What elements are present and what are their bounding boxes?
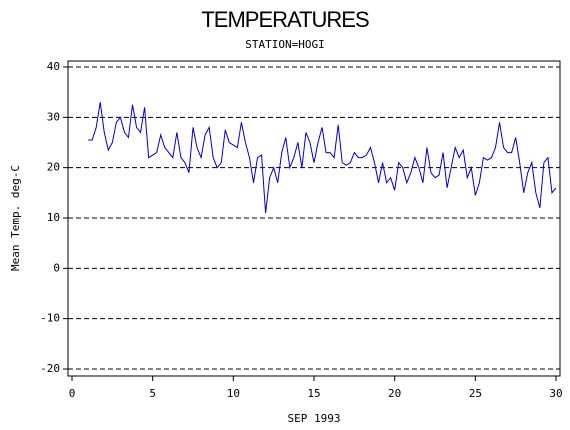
y-tick-label: 40 — [47, 60, 60, 73]
x-tick-label: 20 — [388, 387, 401, 400]
y-tick-label: -20 — [40, 362, 60, 375]
y-tick-label: -10 — [40, 312, 60, 325]
y-tick-label: 30 — [47, 110, 60, 123]
x-tick-label: 25 — [469, 387, 482, 400]
y-tick-label: 10 — [47, 211, 60, 224]
x-tick-label: 30 — [549, 387, 562, 400]
chart-title: TEMPERATURES — [201, 7, 369, 32]
chart-subtitle: STATION=HOGI — [245, 38, 324, 51]
x-tick-label: 15 — [307, 387, 320, 400]
x-axis-label: SEP 1993 — [288, 412, 341, 425]
x-tick-label: 10 — [227, 387, 240, 400]
x-tick-label: 0 — [69, 387, 76, 400]
y-tick-label: 0 — [53, 261, 60, 274]
y-tick-label: 20 — [47, 161, 60, 174]
x-tick-label: 5 — [149, 387, 156, 400]
y-axis-label: Mean Temp. deg-C — [9, 165, 22, 271]
temperature-line — [88, 102, 557, 214]
